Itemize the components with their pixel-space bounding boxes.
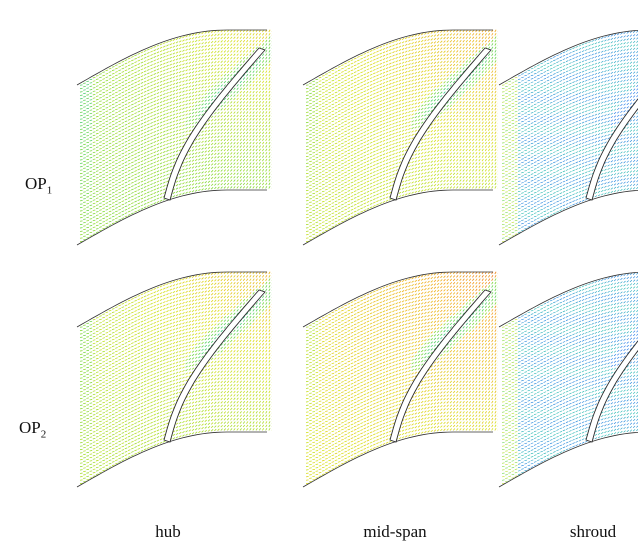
blade-profile	[163, 47, 266, 201]
passage-top-wall	[302, 29, 493, 86]
passage-bottom-wall	[76, 431, 267, 488]
column-label-shroud: shroud	[569, 522, 617, 541]
velocity-vectors	[79, 29, 272, 243]
passage-bottom-wall	[302, 431, 493, 488]
row-label-op1: OP1	[25, 174, 53, 197]
vector-field-op1-shroud	[498, 29, 638, 246]
vector-field-op1-mid-span	[302, 29, 498, 246]
vector-panel-op2-hub	[72, 262, 272, 502]
passage-bottom-wall	[76, 189, 267, 246]
passage-bottom-wall	[302, 189, 493, 246]
velocity-vectors	[501, 30, 638, 242]
passage-top-wall	[76, 29, 267, 86]
vector-panel-op2-mid-span	[298, 262, 498, 502]
velocity-vectors	[305, 29, 498, 243]
vector-field-op2-mid-span	[302, 271, 498, 488]
vector-panel-op1-shroud	[494, 20, 638, 260]
blade-profile	[585, 340, 638, 443]
vector-panel-op1-hub	[72, 20, 272, 260]
velocity-vectors	[305, 271, 498, 485]
blade-profile	[389, 47, 492, 201]
velocity-vectors	[79, 271, 272, 485]
velocity-vectors	[501, 272, 638, 484]
vector-field-op1-hub	[76, 29, 272, 246]
column-label-mid-span: mid-span	[363, 522, 427, 541]
passage-top-wall	[76, 271, 267, 328]
row-label-op2: OP2	[19, 418, 47, 441]
passage-top-wall	[498, 29, 638, 86]
passage-bottom-wall	[498, 189, 638, 246]
passage-bottom-wall	[498, 431, 638, 488]
passage-top-wall	[498, 271, 638, 328]
vector-panel-op1-mid-span	[298, 20, 498, 260]
blade-profile	[389, 289, 492, 443]
vector-panel-op2-shroud	[494, 262, 638, 502]
vector-field-op2-shroud	[498, 271, 638, 488]
column-label-hub: hub	[155, 522, 181, 541]
blade-profile	[163, 289, 266, 443]
passage-top-wall	[302, 271, 493, 328]
blade-profile	[585, 98, 638, 201]
vector-field-op2-hub	[76, 271, 272, 488]
